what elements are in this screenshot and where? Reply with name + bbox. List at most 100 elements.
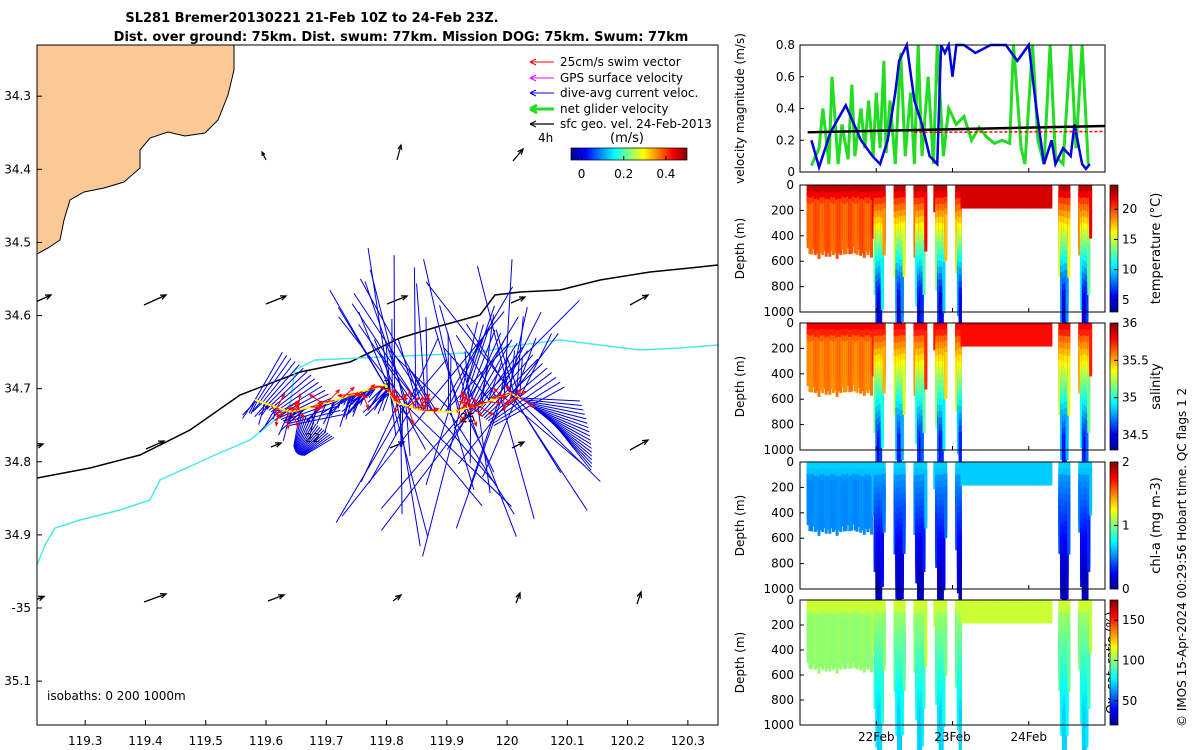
section-cell bbox=[821, 342, 825, 393]
section-cell bbox=[1007, 464, 1011, 486]
section-cell bbox=[815, 475, 819, 531]
section-cell bbox=[1013, 602, 1017, 624]
section-cell bbox=[833, 341, 837, 391]
section-cell bbox=[971, 187, 975, 209]
section-cell bbox=[922, 383, 926, 433]
current-vector bbox=[382, 392, 390, 411]
section-cell bbox=[862, 199, 866, 258]
section-cell bbox=[1058, 642, 1062, 692]
section-cell bbox=[1045, 602, 1049, 624]
section-cell bbox=[842, 341, 846, 393]
section-cell bbox=[1007, 187, 1011, 209]
current-vector bbox=[509, 350, 516, 394]
section-cell bbox=[837, 336, 841, 392]
section-cell bbox=[1040, 464, 1044, 486]
section-cell bbox=[1020, 464, 1024, 486]
current-vector bbox=[455, 334, 498, 399]
section-cell bbox=[837, 475, 841, 531]
section-cell bbox=[1034, 187, 1038, 209]
section-cell bbox=[895, 407, 899, 461]
section-cell bbox=[902, 365, 906, 415]
swim-vector bbox=[286, 411, 291, 430]
swim-vector bbox=[275, 406, 285, 417]
section-cell bbox=[1063, 708, 1067, 750]
section-cell bbox=[866, 481, 870, 533]
section-cell bbox=[868, 203, 872, 252]
section-cell bbox=[991, 325, 995, 347]
section-cell bbox=[1000, 325, 1004, 347]
section-cell bbox=[969, 602, 973, 624]
geo-arrow bbox=[270, 442, 283, 448]
section-cell bbox=[868, 341, 872, 390]
series-line-25cm-s-swim-vector bbox=[914, 130, 1106, 134]
section-cell bbox=[987, 602, 991, 624]
section-cell bbox=[1014, 464, 1018, 486]
section-cell bbox=[984, 325, 988, 347]
section-cell bbox=[862, 337, 866, 396]
current-vector bbox=[531, 406, 589, 429]
section-cell bbox=[1081, 428, 1085, 479]
map-legend: 25cm/s swim vector GPS surface velocity … bbox=[529, 55, 712, 181]
section-cell bbox=[880, 671, 884, 724]
section-cell bbox=[1087, 520, 1091, 572]
legend-net-label: net glider velocity bbox=[560, 102, 668, 116]
section-cell bbox=[831, 618, 835, 670]
geo-arrow bbox=[37, 294, 53, 303]
current-vector bbox=[523, 400, 584, 411]
section-cell bbox=[900, 272, 904, 323]
current-vector bbox=[479, 354, 534, 416]
swim-vector bbox=[468, 407, 477, 427]
current-vector bbox=[294, 416, 307, 450]
current-vector bbox=[450, 411, 475, 490]
current-vector bbox=[261, 404, 270, 416]
geo-arrow bbox=[629, 294, 650, 306]
section-cell bbox=[958, 294, 962, 346]
section-cell bbox=[935, 375, 939, 429]
section-cell bbox=[819, 618, 823, 668]
current-vector bbox=[328, 395, 350, 415]
legend-entry-current: dive-avg current veloc. bbox=[529, 86, 698, 100]
geo-arrow bbox=[636, 590, 643, 605]
section-cell bbox=[935, 514, 939, 568]
current-vector bbox=[487, 361, 503, 402]
section-cell bbox=[824, 614, 828, 672]
swim-vector bbox=[308, 393, 324, 405]
section-cell bbox=[1085, 420, 1089, 472]
section-cell bbox=[917, 702, 921, 750]
section-cell bbox=[987, 464, 991, 486]
section-cell bbox=[1031, 602, 1035, 624]
section-cell bbox=[920, 283, 924, 334]
section-cell bbox=[1065, 269, 1069, 323]
section-cell bbox=[960, 325, 964, 347]
swim-vector bbox=[392, 393, 410, 399]
current-vector bbox=[296, 423, 317, 454]
section-cell bbox=[837, 198, 841, 254]
section-cell bbox=[1043, 325, 1047, 347]
geo-arrow bbox=[515, 591, 521, 604]
current-vector bbox=[448, 411, 515, 515]
isobath-200m bbox=[37, 339, 718, 566]
section-cell bbox=[976, 325, 980, 347]
current-vector bbox=[389, 393, 428, 536]
section-cell bbox=[821, 618, 825, 670]
section-cell bbox=[839, 198, 843, 255]
geo-arrow bbox=[37, 442, 45, 449]
section-cell bbox=[841, 340, 845, 388]
section-cell bbox=[1045, 187, 1049, 209]
swim-vector bbox=[461, 394, 468, 410]
section-cell bbox=[810, 203, 814, 255]
section-cell bbox=[944, 214, 948, 262]
section-cell bbox=[1061, 709, 1065, 750]
geo-arrow bbox=[145, 440, 166, 450]
depth-tick-label: 0 bbox=[786, 455, 794, 469]
map-x-tick-label: 120.1 bbox=[550, 734, 584, 748]
section-cell bbox=[1031, 187, 1035, 209]
depth-tick-label: 600 bbox=[771, 392, 794, 406]
map-x-tick-label: 119.9 bbox=[430, 734, 464, 748]
section-cell bbox=[915, 393, 919, 445]
section-cell bbox=[851, 478, 855, 525]
section-cell bbox=[937, 556, 941, 607]
section-cell bbox=[1085, 282, 1089, 334]
section-cell bbox=[835, 337, 839, 397]
current-vector bbox=[463, 326, 490, 404]
